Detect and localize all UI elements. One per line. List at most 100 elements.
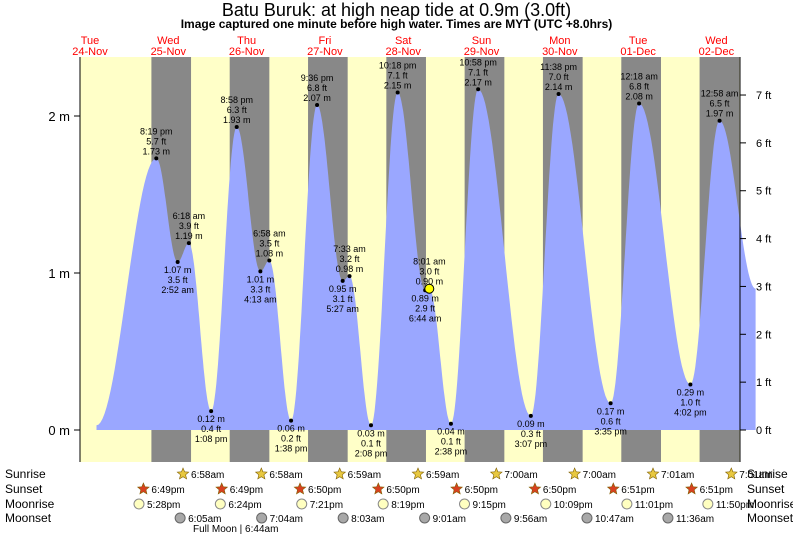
tide-point	[258, 269, 263, 274]
day-date: 02-Dec	[699, 46, 735, 58]
moonrise-time: 9:15pm	[473, 500, 506, 511]
day-date: 30-Nov	[542, 46, 578, 58]
tide-label: 3.5 ft	[168, 275, 189, 285]
moonrise-icon	[377, 498, 389, 510]
moonrise-icon	[459, 498, 471, 510]
moonrise-time: 11:50pm	[716, 500, 754, 511]
tide-label: 5:27 am	[326, 304, 359, 314]
right-axis-tick-label: 1 ft	[756, 377, 771, 389]
tide-label: 12:58 am	[701, 89, 739, 99]
almanac-row-label: Sunset	[5, 482, 43, 496]
tide-label: 0.2 ft	[281, 434, 302, 444]
sunset-time: 6:50pm	[465, 485, 498, 496]
moonset-time: 9:01am	[433, 514, 466, 525]
sunrise-star	[176, 467, 190, 480]
sunrise-time: 6:58am	[191, 470, 224, 481]
almanac-row-label: Moonset	[5, 511, 52, 525]
moonset-time: 9:56am	[514, 514, 547, 525]
sunrise-star	[646, 467, 660, 480]
tide-label: 3.9 ft	[179, 221, 200, 231]
tide-labels: 8:19 pm5.7 ft1.73 m1.07 m3.5 ft2:52 am6:…	[140, 57, 738, 458]
tide-label: 8:58 pm	[220, 95, 253, 105]
sunset-star	[215, 482, 229, 495]
day-name: Sun	[472, 35, 492, 47]
tide-point	[448, 421, 453, 426]
moonset-icon	[500, 512, 512, 524]
tide-label: 0.90 m	[416, 277, 444, 287]
tide-point	[175, 260, 180, 265]
tide-label: 0.1 ft	[441, 437, 462, 447]
almanac-row-label-right: Sunrise	[747, 467, 788, 481]
tide-label: 3:35 pm	[594, 426, 627, 436]
chart-title: Batu Buruk: at high neap tide at 0.9m (3…	[221, 0, 572, 20]
tide-label: 7.1 ft	[468, 67, 489, 77]
tide-point	[556, 92, 561, 97]
tide-label: 0.1 ft	[361, 438, 382, 448]
moonrise-icon	[540, 498, 552, 510]
moonrise-icon	[702, 498, 714, 510]
sunset-star	[450, 482, 464, 495]
tide-label: 7:33 am	[333, 244, 366, 254]
tide-point	[267, 258, 272, 263]
sunrise-star	[489, 467, 503, 480]
tide-label: 3.1 ft	[333, 294, 354, 304]
day-date: 25-Nov	[151, 46, 187, 58]
tide-label: 0.89 m	[411, 293, 439, 303]
tide-label: 0.04 m	[437, 427, 465, 437]
tide-label: 0.4 ft	[201, 424, 222, 434]
tide-point	[186, 241, 191, 246]
moonrise-time: 6:24pm	[228, 500, 261, 511]
tide-label: 3.3 ft	[250, 284, 271, 294]
moonrise-time: 10:09pm	[554, 500, 593, 511]
day-date: 24-Nov	[72, 46, 108, 58]
tide-label: 0.12 m	[197, 414, 225, 424]
sunrise-star	[411, 467, 425, 480]
tide-label: 6.8 ft	[307, 83, 328, 93]
tide-label: 4:02 pm	[674, 407, 707, 417]
right-axis-tick-label: 5 ft	[756, 186, 771, 198]
almanac-row-label: Moonrise	[5, 497, 55, 511]
tide-label: 7.1 ft	[388, 70, 409, 80]
sunset-time: 6:50pm	[543, 485, 576, 496]
sunset-star	[528, 482, 542, 495]
moonrise-time: 11:01pm	[635, 500, 673, 511]
moonrise-time: 8:19pm	[391, 500, 424, 511]
day-name: Fri	[318, 35, 331, 47]
tide-point	[347, 274, 352, 279]
right-axis-tick-label: 7 ft	[756, 90, 771, 102]
tide-area	[96, 89, 756, 431]
tide-label: 5.7 ft	[146, 136, 167, 146]
axes: 0 m 1 m 2 m 0 ft 1 ft 2 ft 3 ft 4 ft 5 ft 6 ft 7 f…	[48, 57, 771, 462]
tide-label: 2:52 am	[161, 285, 194, 295]
sunset-time: 6:50pm	[386, 485, 419, 496]
tide-label: 2.08 m	[625, 91, 653, 101]
tide-point	[608, 401, 613, 406]
tide-label: 2.07 m	[303, 93, 331, 103]
tide-point	[637, 101, 642, 106]
tide-label: 0.6 ft	[601, 416, 622, 426]
day-name: Wed	[705, 35, 727, 47]
tide-point	[476, 87, 481, 92]
moonset-time: 10:47am	[595, 514, 634, 525]
tide-label: 10:58 pm	[459, 57, 497, 67]
almanac-row-label-right: Sunset	[747, 482, 785, 496]
tide-label: 1.07 m	[164, 265, 192, 275]
day-date: 29-Nov	[464, 46, 500, 58]
sunset-time: 6:49pm	[151, 485, 184, 496]
tide-point	[289, 418, 294, 423]
tide-label: 2.14 m	[545, 82, 573, 92]
tide-label: 1.0 ft	[680, 397, 701, 407]
tide-label: 2.15 m	[384, 80, 412, 90]
tide-point	[688, 382, 693, 387]
day-date: 28-Nov	[385, 46, 421, 58]
tide-label: 1.19 m	[175, 231, 203, 241]
tide-label: 6:18 am	[173, 211, 206, 221]
tide-label: 1:08 pm	[195, 434, 228, 444]
sunset-star	[685, 482, 699, 495]
tide-label: 6.5 ft	[710, 99, 731, 109]
sunset-time: 6:50pm	[308, 485, 341, 496]
day-name: Thu	[237, 35, 256, 47]
tide-label: 11:38 pm	[540, 62, 577, 72]
sunset-star	[606, 482, 620, 495]
